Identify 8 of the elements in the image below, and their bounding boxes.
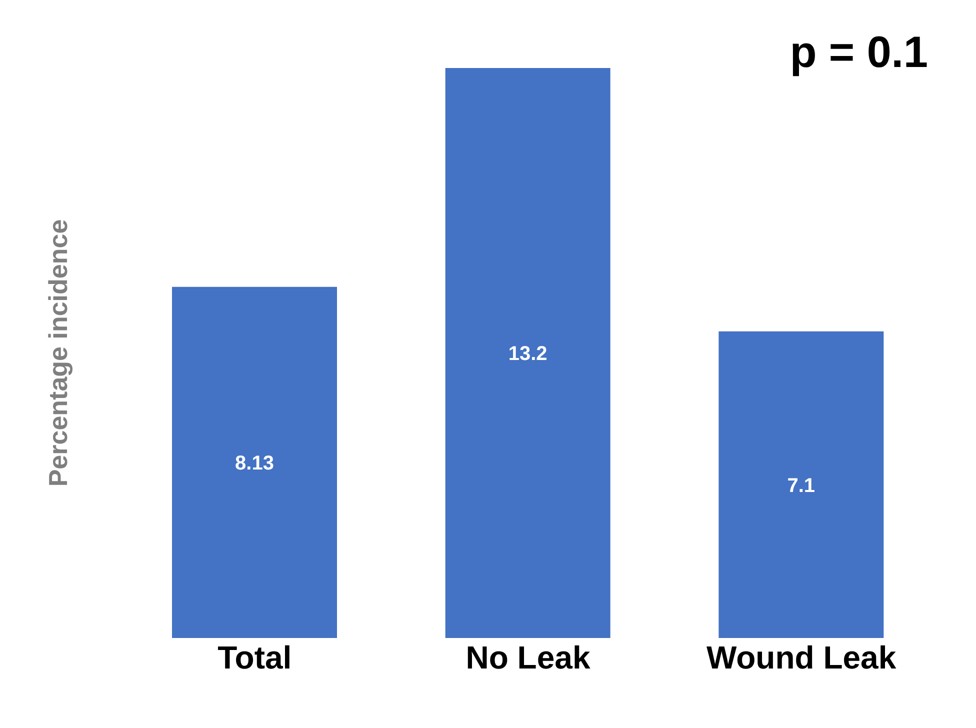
annotation: p = 0.1 [790, 28, 928, 78]
data-label: 13.2 [508, 343, 548, 366]
data-label: 7.1 [787, 474, 816, 497]
data-label: 8.13 [235, 452, 274, 475]
x-tick-label: No Leak [466, 640, 590, 676]
y-axis-title: Percentage incidence [43, 219, 74, 487]
x-tick-label: Wound Leak [706, 640, 896, 676]
x-tick-label: Total [218, 640, 292, 676]
